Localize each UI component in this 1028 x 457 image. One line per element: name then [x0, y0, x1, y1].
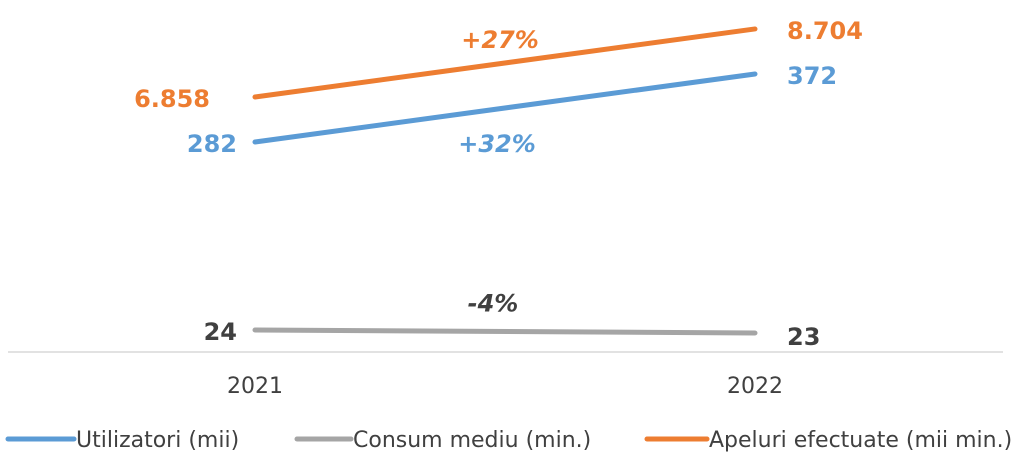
legend-label-3: Apeluri efectuate (mii min.)	[709, 428, 1012, 453]
series-1-line	[252, 71, 758, 145]
legend-item-2: Consum mediu (min.)	[294, 428, 591, 453]
x-tick-label-2022: 2022	[727, 374, 783, 399]
series-3-change-label: +27%	[461, 26, 539, 54]
legend-item-1: Utilizatori (mii)	[5, 428, 239, 453]
x-tick-label-2021: 2021	[227, 374, 283, 399]
series-1-change-label: +32%	[458, 130, 536, 158]
series-1-value-label-2021: 282	[187, 130, 237, 158]
series-layer	[252, 26, 758, 336]
series-1-value-label-2022: 372	[787, 62, 837, 90]
series-3-line	[252, 26, 758, 100]
series-2-value-label-2021: 24	[204, 318, 237, 346]
x-axis-ticks: 2021 2022	[227, 374, 783, 399]
series-3-value-label-2022: 8.704	[787, 17, 863, 45]
series-2-change-label: -4%	[468, 290, 519, 318]
series-2-value-label-2022: 23	[787, 323, 820, 351]
label-layer: 282 372 +32% 24 23 -4% 6.858 8.704 +27%	[134, 17, 863, 351]
legend-label-2: Consum mediu (min.)	[353, 428, 591, 453]
legend: Utilizatori (mii) Consum mediu (min.) Apel…	[5, 428, 1012, 453]
legend-item-3: Apeluri efectuate (mii min.)	[644, 428, 1012, 453]
legend-label-1: Utilizatori (mii)	[76, 428, 239, 453]
series-2-line	[252, 327, 758, 336]
series-3-value-label-2021: 6.858	[134, 85, 210, 113]
